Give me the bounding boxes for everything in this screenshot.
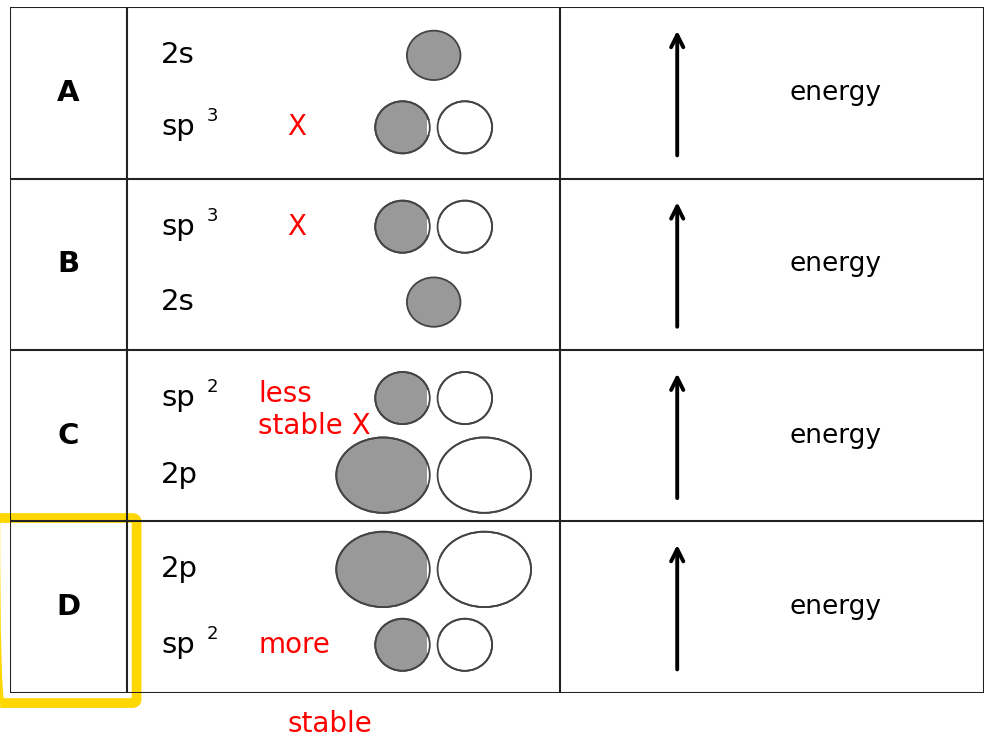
Text: X: X — [287, 113, 306, 142]
Ellipse shape — [407, 31, 460, 80]
Ellipse shape — [336, 531, 429, 607]
Text: X: X — [287, 213, 306, 241]
Ellipse shape — [437, 372, 492, 424]
Text: 3: 3 — [207, 207, 219, 225]
Ellipse shape — [437, 531, 531, 607]
Text: energy: energy — [789, 80, 882, 106]
Ellipse shape — [437, 101, 492, 153]
Ellipse shape — [375, 101, 429, 153]
Text: 2s: 2s — [161, 288, 195, 316]
Text: sp: sp — [161, 213, 195, 241]
Text: sp: sp — [161, 631, 195, 659]
Text: 2p: 2p — [161, 461, 198, 489]
Ellipse shape — [407, 277, 460, 326]
Text: less
stable X: less stable X — [258, 380, 371, 440]
Ellipse shape — [437, 200, 492, 253]
Bar — [426, 219, 440, 234]
Ellipse shape — [375, 200, 429, 253]
Ellipse shape — [437, 619, 492, 671]
Text: C: C — [58, 422, 80, 450]
Bar — [426, 637, 440, 653]
Bar — [426, 464, 440, 486]
Ellipse shape — [437, 438, 531, 513]
Text: stable: stable — [287, 710, 373, 737]
Text: 2: 2 — [207, 378, 219, 396]
Text: A: A — [57, 79, 80, 107]
Ellipse shape — [375, 372, 429, 424]
Text: 2s: 2s — [161, 41, 195, 69]
Text: sp: sp — [161, 384, 195, 412]
Bar — [426, 119, 440, 135]
Text: 2: 2 — [207, 625, 219, 643]
Text: energy: energy — [789, 594, 882, 620]
Ellipse shape — [375, 619, 429, 671]
Text: more: more — [258, 631, 330, 659]
Text: 3: 3 — [207, 108, 219, 125]
Text: B: B — [58, 251, 80, 279]
Text: energy: energy — [789, 423, 882, 449]
Ellipse shape — [336, 438, 429, 513]
Text: sp: sp — [161, 113, 195, 142]
Bar — [426, 390, 440, 406]
Text: 2p: 2p — [161, 556, 198, 584]
Text: energy: energy — [789, 251, 882, 277]
Text: D: D — [57, 593, 81, 621]
Bar — [426, 558, 440, 581]
